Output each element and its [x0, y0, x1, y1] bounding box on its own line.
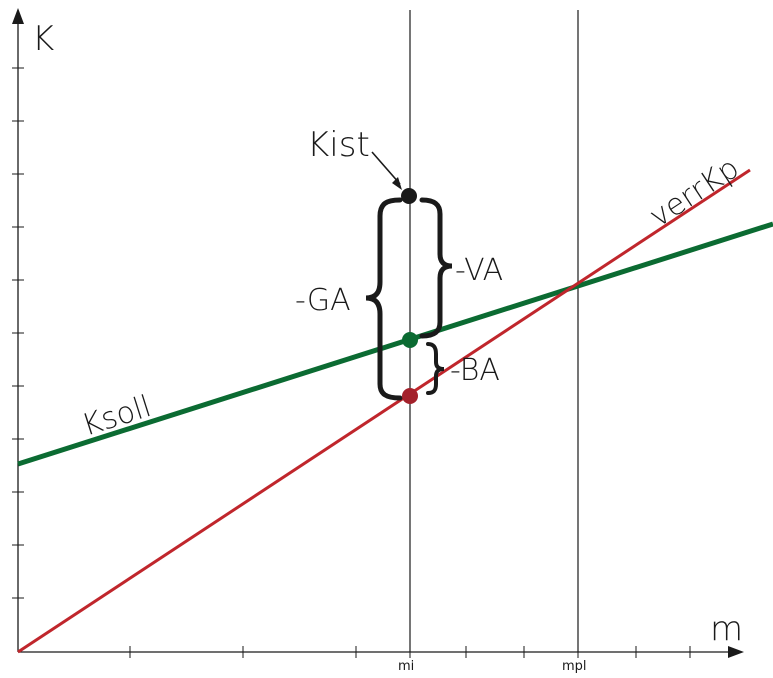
y-axis-ticks — [12, 67, 24, 599]
kist-arrow-icon — [392, 177, 402, 190]
ksoll-line — [17, 221, 773, 467]
x-axis-arrow-icon — [728, 646, 744, 658]
va-label: -VA — [455, 253, 503, 288]
x-tick-label-mpl: mpl — [562, 659, 587, 673]
x-axis-label: m — [710, 609, 743, 649]
ga-brace — [365, 197, 403, 401]
ksoll-label: Ksoll — [78, 389, 156, 444]
ba-label: -BA — [450, 353, 500, 388]
y-axis-arrow-icon — [12, 8, 24, 24]
verrkp-at-mi-point — [402, 388, 418, 404]
verrkp-line — [17, 168, 751, 654]
kist-label: Kist — [307, 125, 370, 165]
kist-leader-line — [371, 151, 401, 185]
verrkp-label: verrKp — [643, 151, 745, 235]
kist-point — [401, 188, 417, 204]
x-tick-label-mi: mi — [398, 659, 414, 673]
ga-label: -GA — [295, 283, 351, 318]
ksoll-at-mi-point — [402, 332, 418, 348]
va-brace — [419, 197, 453, 339]
y-axis-label: K — [32, 19, 54, 59]
ba-brace — [426, 342, 445, 395]
